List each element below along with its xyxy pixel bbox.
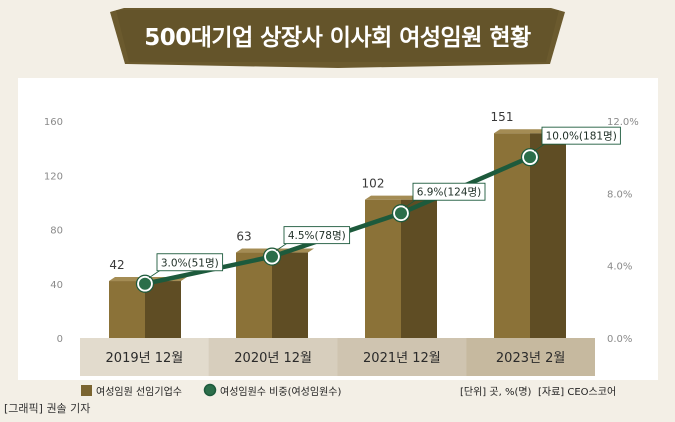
ratio-value-label: 6.9%(124명) xyxy=(417,187,482,199)
y-right-tick-label: 4.0% xyxy=(607,262,632,273)
ratio-marker-ring xyxy=(391,204,411,223)
bar-value-label: 151 xyxy=(491,110,514,124)
y-right-tick-label: 0.0% xyxy=(607,334,632,345)
ratio-label-box xyxy=(156,253,224,272)
ratio-label-box xyxy=(412,182,486,201)
ratio-label-box xyxy=(283,226,351,245)
ratio-value-label: 3.0%(51명) xyxy=(161,257,219,269)
ratio-value-label: 4.5%(78명) xyxy=(288,230,346,242)
category-band-segment xyxy=(466,338,595,376)
legend-bar-swatch xyxy=(81,385,92,396)
bar-shade xyxy=(272,252,308,338)
graphic-credit: [그래픽] 권솔 기자 xyxy=(4,402,91,415)
ratio-marker xyxy=(264,248,280,265)
ratio-marker-ring xyxy=(520,148,540,167)
unit-note: [단위] 곳, %(명) xyxy=(460,385,532,398)
legend-bar-label: 여성임원 선임기업수 xyxy=(96,385,182,398)
y-right-tick-label: 8.0% xyxy=(607,189,632,200)
category-label: 2020년 12월 xyxy=(234,351,312,366)
y-right-tick-label: 12.0% xyxy=(607,117,639,128)
category-band-segment xyxy=(337,338,467,376)
bar-shade xyxy=(401,199,437,338)
bar-value-label: 102 xyxy=(362,177,385,191)
ratio-marker xyxy=(137,275,153,292)
bar xyxy=(236,252,272,338)
bar-value-label: 63 xyxy=(236,230,251,244)
bar-shade xyxy=(530,133,566,338)
chart-title: 500대기업 상장사 이사회 여성임원 현황 xyxy=(144,25,531,51)
y-left-tick-label: 0 xyxy=(57,334,63,345)
bar-value-label: 42 xyxy=(109,258,124,272)
category-label: 2021년 12월 xyxy=(363,351,441,366)
category-band-segment xyxy=(208,338,338,376)
y-left-tick-label: 120 xyxy=(44,171,63,182)
legend-line-label: 여성임원수 비중(여성임원수) xyxy=(220,385,341,398)
ratio-label-box xyxy=(541,126,621,145)
y-left-tick-label: 40 xyxy=(50,280,63,291)
category-band-segment xyxy=(80,338,209,376)
category-label: 2019년 12월 xyxy=(106,351,184,366)
y-left-tick-label: 160 xyxy=(44,117,63,128)
ratio-marker xyxy=(393,205,409,222)
title-banner xyxy=(110,8,565,68)
ratio-marker xyxy=(522,149,538,166)
source-note: [자료] CEO스코어 xyxy=(538,386,616,398)
ratio-marker-ring xyxy=(262,247,282,266)
y-left-tick-label: 80 xyxy=(50,226,63,237)
ratio-value-label: 10.0%(181명) xyxy=(546,131,617,143)
category-label: 2023년 2월 xyxy=(496,351,565,366)
legend-line-marker xyxy=(203,383,217,397)
ratio-marker-ring xyxy=(135,274,155,293)
